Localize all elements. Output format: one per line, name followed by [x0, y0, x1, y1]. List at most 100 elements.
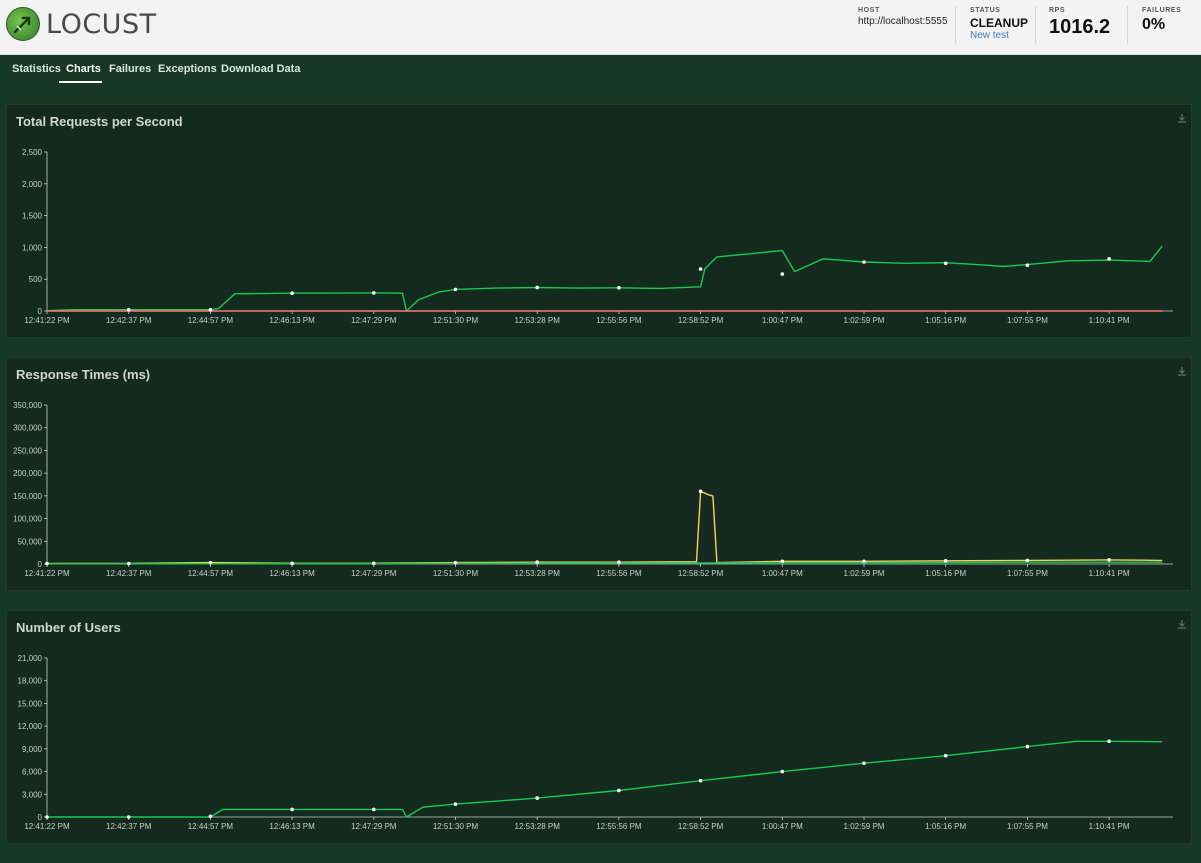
x-tick-label: 1:05:16 PM [925, 316, 966, 325]
app-name: LOCUST [46, 8, 157, 40]
x-tick-label: 1:02:59 PM [844, 569, 885, 578]
tab-statistics[interactable]: Statistics [12, 63, 61, 75]
x-tick-label: 1:02:59 PM [844, 316, 885, 325]
top-bar: LOCUST HOST http://localhost:5555 STATUS… [0, 0, 1201, 55]
tab-exceptions[interactable]: Exceptions [158, 63, 217, 75]
data-point [1107, 739, 1111, 744]
data-point [535, 285, 539, 290]
x-tick-label: 12:53:28 PM [515, 822, 561, 831]
x-tick-label: 12:46:13 PM [269, 569, 315, 578]
y-tick-label: 100,000 [13, 515, 42, 524]
y-tick-label: 9,000 [22, 745, 43, 754]
data-point [453, 560, 458, 565]
x-tick-label: 12:58:52 PM [678, 569, 724, 578]
locust-logo-icon [6, 7, 40, 41]
x-tick-label: 12:55:56 PM [596, 569, 642, 578]
data-point [290, 561, 294, 566]
active-tab-indicator [59, 81, 102, 83]
x-tick-label: 12:41:22 PM [24, 569, 70, 578]
chart-panel-users: Number of Users 0 3,000 6,000 9,000 12,000 15… [6, 610, 1192, 844]
y-tick-label: 500 [29, 275, 43, 284]
x-tick-label: 1:07:55 PM [1007, 822, 1048, 831]
x-tick-label: 1:00:47 PM [762, 569, 803, 578]
x-tick-label: 1:00:47 PM [762, 316, 803, 325]
y-tick-label: 2,500 [22, 148, 43, 157]
chart-panel-rps: Total Requests per Second 0 500 1,000 1,500… [6, 104, 1192, 338]
download-icon[interactable] [1177, 363, 1187, 381]
header-divider [955, 6, 956, 44]
data-point [126, 307, 131, 312]
data-point [780, 769, 785, 774]
data-point [126, 561, 131, 566]
data-point [862, 761, 866, 766]
data-point [208, 560, 213, 565]
x-tick-label: 12:47:29 PM [351, 569, 397, 578]
y-tick-label: 50,000 [18, 537, 43, 546]
failures-value: 0% [1142, 16, 1166, 33]
y-tick-label: 6,000 [22, 768, 43, 777]
data-point [617, 788, 621, 793]
x-tick-label: 12:51:30 PM [433, 316, 479, 325]
y-tick-label: 18,000 [18, 677, 43, 686]
x-tick-label: 1:02:59 PM [844, 822, 885, 831]
x-tick-label: 12:47:29 PM [351, 822, 397, 831]
x-tick-label: 12:42:37 PM [106, 569, 152, 578]
rps-label: RPS [1049, 7, 1066, 14]
data-point [290, 807, 294, 812]
y-tick-label: 1,000 [22, 243, 43, 252]
data-point [617, 285, 621, 290]
tab-charts[interactable]: Charts [66, 63, 101, 75]
x-tick-label: 1:07:55 PM [1007, 316, 1048, 325]
data-point [862, 559, 866, 564]
chart-panel-response-times: Response Times (ms) 0 50,000 100,000 150,00… [6, 357, 1192, 591]
data-point [1107, 257, 1111, 261]
x-tick-label: 1:00:47 PM [762, 822, 803, 831]
x-tick-label: 12:46:13 PM [269, 822, 315, 831]
x-tick-label: 12:58:52 PM [678, 822, 724, 831]
header-divider [1127, 6, 1128, 44]
tab-failures[interactable]: Failures [109, 63, 152, 75]
data-point [453, 802, 458, 806]
x-tick-label: 1:10:41 PM [1089, 569, 1130, 578]
data-point [372, 291, 376, 295]
x-tick-label: 1:07:55 PM [1007, 569, 1048, 578]
data-point [1025, 558, 1030, 563]
y-tick-label: 2,000 [22, 180, 43, 189]
host-label: HOST [858, 7, 880, 14]
y-tick-label: 0 [38, 307, 43, 316]
y-tick-label: 200,000 [13, 469, 42, 478]
x-tick-label: 12:55:56 PM [596, 316, 642, 325]
x-tick-label: 1:10:41 PM [1089, 822, 1130, 831]
y-tick-label: 0 [38, 560, 43, 569]
y-tick-label: 150,000 [13, 492, 42, 501]
download-icon[interactable] [1177, 110, 1187, 128]
series-line [47, 740, 1163, 818]
host-value: http://localhost:5555 [858, 16, 948, 27]
x-tick-label: 12:41:22 PM [24, 822, 70, 831]
x-tick-label: 12:41:22 PM [24, 316, 70, 325]
locust-logo[interactable]: LOCUST [6, 7, 157, 41]
x-tick-label: 12:51:30 PM [433, 822, 479, 831]
data-point [1025, 263, 1030, 268]
data-point [290, 291, 294, 295]
data-point [698, 778, 703, 783]
rps-stat: RPS 1016.2 [1049, 7, 1110, 39]
x-tick-label: 12:47:29 PM [351, 316, 397, 325]
x-tick-label: 12:46:13 PM [269, 316, 315, 325]
tab-download-data[interactable]: Download Data [221, 63, 301, 75]
rps-chart: 0 500 1,000 1,500 2,000 2,500 12:41:22 PM 12:42… [22, 148, 1173, 325]
data-point [208, 307, 213, 312]
new-test-link[interactable]: New test [970, 30, 1009, 41]
data-point [1025, 744, 1030, 749]
data-point [535, 560, 539, 564]
data-point [535, 796, 539, 800]
chart-title: Number of Users [16, 620, 121, 635]
x-tick-label: 1:10:41 PM [1089, 316, 1130, 325]
x-tick-label: 12:58:52 PM [678, 316, 724, 325]
x-tick-label: 12:44:57 PM [188, 822, 234, 831]
download-icon[interactable] [1177, 616, 1187, 634]
y-tick-label: 3,000 [22, 790, 43, 799]
y-tick-label: 350,000 [13, 401, 42, 410]
series-line [46, 245, 1163, 312]
failures-label: FAILURES [1142, 7, 1182, 14]
